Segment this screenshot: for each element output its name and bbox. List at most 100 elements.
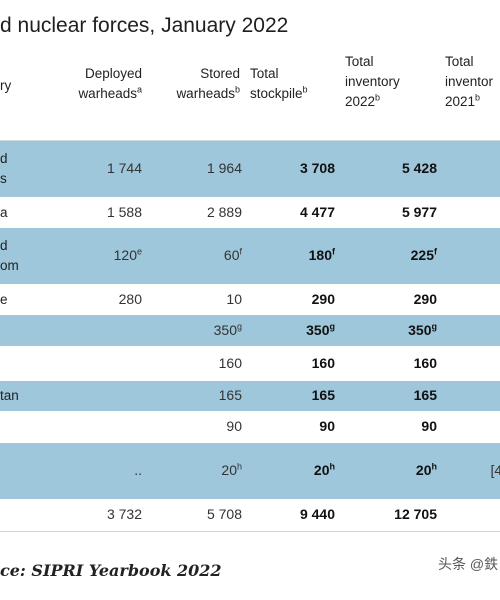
stockpile-cell: 20h bbox=[314, 462, 335, 478]
stockpile-footnote: h bbox=[329, 461, 336, 472]
header-deployed: Deployed warheadsa bbox=[62, 64, 142, 104]
deployed-cell: 1 744 bbox=[107, 160, 142, 176]
stockpile-cell: 350g bbox=[306, 322, 335, 338]
deployed-cell: .. bbox=[134, 462, 142, 478]
deployed-value: 280 bbox=[118, 291, 142, 307]
header-deployed-line2: warheads bbox=[78, 86, 137, 101]
header-inv2022-line2: inventory bbox=[345, 74, 400, 89]
header-stockpile-sup: b bbox=[302, 84, 308, 95]
inv2022-cell: 5 428 bbox=[402, 160, 437, 176]
stockpile-value: 4 477 bbox=[299, 204, 335, 220]
stockpile-cell: 180f bbox=[309, 247, 335, 263]
table-row: e 280 10 290 290 bbox=[0, 284, 500, 315]
table-row: 90 90 90 bbox=[0, 411, 500, 443]
stockpile-value: 160 bbox=[311, 355, 335, 371]
inv2022-footnote: h bbox=[431, 461, 438, 472]
inv2022-cell: 225f bbox=[411, 247, 437, 263]
inv2022-cell: 350g bbox=[408, 322, 437, 338]
stockpile-cell: 4 477 bbox=[300, 204, 335, 220]
header-country: ry bbox=[0, 76, 11, 96]
table-row: d om 120e 60f 180f 225f bbox=[0, 228, 500, 284]
stored-cell: 20h bbox=[221, 462, 242, 478]
deployed-cell: 1 588 bbox=[107, 204, 142, 220]
stored-cell: 2 889 bbox=[207, 204, 242, 220]
stored-value: 90 bbox=[226, 418, 242, 434]
stored-cell: 1 964 bbox=[207, 160, 242, 176]
stockpile-value: 3 708 bbox=[299, 160, 335, 176]
deployed-value: 3 732 bbox=[106, 506, 142, 522]
stockpile-cell: 9 440 bbox=[300, 506, 335, 522]
country-cell: tan bbox=[0, 388, 19, 403]
stored-footnote: h bbox=[236, 461, 242, 472]
stored-value: 5 708 bbox=[206, 506, 242, 522]
header-inv2022-line1: Total bbox=[345, 54, 374, 69]
inv2022-cell: 165 bbox=[414, 387, 437, 403]
deployed-footnote: e bbox=[136, 246, 142, 257]
inv2022-value: 160 bbox=[413, 355, 437, 371]
stockpile-value: 20 bbox=[313, 462, 330, 478]
stockpile-value: 290 bbox=[311, 291, 335, 307]
stockpile-footnote: g bbox=[329, 321, 336, 332]
inv2022-value: 20 bbox=[415, 462, 432, 478]
table-row: 160 160 160 bbox=[0, 346, 500, 381]
deployed-value: 1 588 bbox=[106, 204, 142, 220]
watermark: 头条 @鉄 bbox=[438, 556, 499, 572]
table-row: tan 165 165 165 bbox=[0, 381, 500, 411]
stored-cell: 60f bbox=[224, 247, 242, 263]
header-deployed-sup: a bbox=[136, 84, 142, 95]
stockpile-cell: 3 708 bbox=[300, 160, 335, 176]
stored-value: 350 bbox=[213, 322, 237, 338]
stored-value: 160 bbox=[218, 355, 242, 371]
stockpile-value: 9 440 bbox=[299, 506, 335, 522]
stockpile-value: 90 bbox=[319, 418, 335, 434]
inv2022-cell: 5 977 bbox=[402, 204, 437, 220]
header-inventory-2022: Total inventory 2022b bbox=[345, 52, 400, 112]
header-inv2021-sup: b bbox=[475, 92, 481, 103]
deployed-value: .. bbox=[134, 462, 142, 478]
deployed-value: 1 744 bbox=[106, 160, 142, 176]
header-inv2021-line3: 2021 bbox=[445, 94, 476, 109]
stockpile-value: 180 bbox=[308, 247, 332, 263]
inv2022-value: 225 bbox=[410, 247, 434, 263]
stored-value: 60 bbox=[223, 247, 240, 263]
country-cell: d s bbox=[0, 151, 8, 186]
stored-cell: 350g bbox=[214, 322, 242, 338]
inv2022-footnote: g bbox=[431, 321, 438, 332]
deployed-cell: 120e bbox=[114, 247, 142, 263]
inv2022-value: 5 428 bbox=[401, 160, 437, 176]
stored-value: 2 889 bbox=[206, 204, 242, 220]
table-row: 350g 350g 350g bbox=[0, 315, 500, 346]
stored-cell: 10 bbox=[226, 291, 242, 307]
header-stored: Stored warheadsb bbox=[160, 64, 240, 104]
source-note: ce: SIPRI Yearbook 2022 bbox=[0, 561, 222, 580]
country-cell: e bbox=[0, 292, 8, 307]
stored-cell: 160 bbox=[219, 355, 242, 371]
header-inv2021-line2: inventor bbox=[445, 74, 494, 89]
inv2022-value: 5 977 bbox=[401, 204, 437, 220]
inv2022-cell: 90 bbox=[421, 418, 437, 434]
header-stored-sup: b bbox=[234, 84, 240, 95]
stored-value: 1 964 bbox=[206, 160, 242, 176]
stored-footnote: f bbox=[239, 246, 242, 257]
stored-footnote: g bbox=[236, 321, 242, 332]
inv2022-cell: 12 705 bbox=[394, 506, 437, 522]
header-country-text: ry bbox=[0, 78, 12, 93]
header-stored-line1: Stored bbox=[200, 66, 240, 81]
header-stockpile: Total stockpileb bbox=[250, 64, 308, 104]
stored-cell: 165 bbox=[219, 387, 242, 403]
inv2022-value: 165 bbox=[413, 387, 437, 403]
country-cell: d om bbox=[0, 238, 19, 273]
inv2022-cell: 160 bbox=[414, 355, 437, 371]
stockpile-footnote: f bbox=[332, 246, 335, 257]
inv2022-cell: 290 bbox=[414, 291, 437, 307]
header-inventory-2021: Total inventor 2021b bbox=[445, 52, 493, 112]
inv2021-cell: [40 bbox=[491, 462, 500, 478]
stored-value: 20 bbox=[221, 462, 237, 478]
deployed-cell: 3 732 bbox=[107, 506, 142, 522]
stored-value: 10 bbox=[226, 291, 242, 307]
stockpile-cell: 90 bbox=[319, 418, 335, 434]
